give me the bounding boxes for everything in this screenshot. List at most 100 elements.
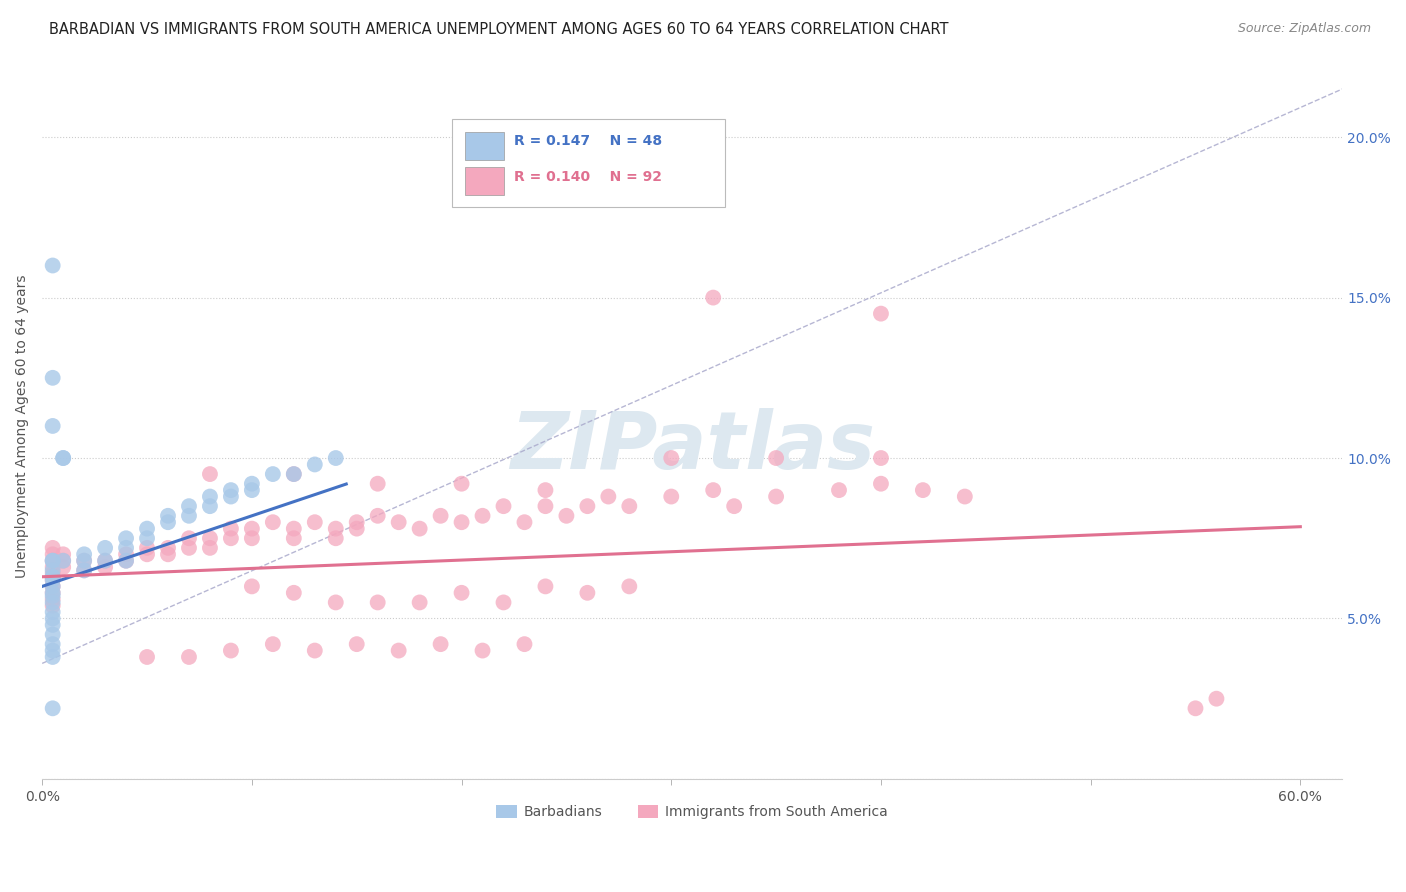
Point	[408, 595, 430, 609]
Text: R = 0.140    N = 92: R = 0.140 N = 92	[515, 169, 662, 184]
Point	[73, 554, 96, 568]
Point	[41, 554, 63, 568]
Point	[41, 554, 63, 568]
Point	[870, 450, 893, 465]
Point	[262, 637, 284, 651]
Point	[136, 547, 159, 561]
Point	[262, 467, 284, 481]
Point	[346, 522, 368, 536]
Point	[41, 605, 63, 619]
Point	[702, 483, 724, 497]
Point	[198, 531, 221, 545]
Point	[534, 579, 557, 593]
Point	[115, 554, 138, 568]
Point	[283, 586, 305, 600]
Point	[870, 476, 893, 491]
Point	[41, 573, 63, 587]
Point	[136, 531, 159, 545]
Point	[325, 450, 347, 465]
Point	[367, 476, 389, 491]
Point	[136, 522, 159, 536]
Point	[41, 611, 63, 625]
Point	[1205, 691, 1227, 706]
Legend: Barbadians, Immigrants from South America: Barbadians, Immigrants from South Americ…	[491, 800, 894, 825]
Point	[828, 483, 851, 497]
Point	[41, 643, 63, 657]
Point	[367, 595, 389, 609]
Point	[304, 515, 326, 529]
Point	[198, 467, 221, 481]
Point	[41, 589, 63, 603]
Point	[576, 586, 599, 600]
Point	[219, 522, 242, 536]
Point	[911, 483, 934, 497]
Point	[367, 508, 389, 523]
Point	[41, 419, 63, 434]
Point	[41, 586, 63, 600]
Point	[41, 259, 63, 273]
Text: Source: ZipAtlas.com: Source: ZipAtlas.com	[1237, 22, 1371, 36]
Point	[52, 450, 75, 465]
Point	[52, 554, 75, 568]
Point	[94, 541, 117, 555]
Point	[41, 592, 63, 607]
Point	[408, 522, 430, 536]
Point	[115, 554, 138, 568]
Point	[723, 499, 745, 513]
Point	[388, 643, 411, 657]
Point	[346, 637, 368, 651]
Point	[240, 483, 263, 497]
Y-axis label: Unemployment Among Ages 60 to 64 years: Unemployment Among Ages 60 to 64 years	[15, 274, 30, 578]
Point	[953, 490, 976, 504]
Point	[450, 515, 472, 529]
Text: ZIPatlas: ZIPatlas	[510, 409, 875, 486]
Point	[52, 554, 75, 568]
Bar	[451, 119, 724, 207]
Point	[283, 531, 305, 545]
Point	[156, 508, 179, 523]
Point	[115, 547, 138, 561]
Point	[219, 490, 242, 504]
Point	[52, 547, 75, 561]
Point	[659, 490, 682, 504]
Point	[513, 637, 536, 651]
Point	[136, 650, 159, 665]
Point	[41, 618, 63, 632]
Point	[41, 599, 63, 613]
Point	[41, 563, 63, 577]
Point	[41, 554, 63, 568]
Point	[115, 541, 138, 555]
Point	[52, 450, 75, 465]
Point	[41, 371, 63, 385]
Point	[219, 483, 242, 497]
Point	[534, 483, 557, 497]
Point	[41, 586, 63, 600]
Point	[619, 499, 641, 513]
Point	[555, 508, 578, 523]
Point	[41, 595, 63, 609]
Point	[765, 450, 787, 465]
Point	[94, 560, 117, 574]
Point	[304, 458, 326, 472]
Point	[177, 499, 200, 513]
Point	[450, 476, 472, 491]
Point	[41, 627, 63, 641]
Point	[94, 554, 117, 568]
Point	[41, 570, 63, 584]
Point	[41, 637, 63, 651]
Point	[73, 547, 96, 561]
Point	[598, 490, 620, 504]
Point	[765, 490, 787, 504]
Point	[198, 541, 221, 555]
Point	[534, 499, 557, 513]
Point	[156, 541, 179, 555]
Point	[702, 291, 724, 305]
Point	[304, 643, 326, 657]
Point	[283, 467, 305, 481]
Point	[41, 573, 63, 587]
Point	[219, 643, 242, 657]
Point	[177, 541, 200, 555]
Point	[1184, 701, 1206, 715]
Point	[41, 579, 63, 593]
Point	[41, 541, 63, 555]
